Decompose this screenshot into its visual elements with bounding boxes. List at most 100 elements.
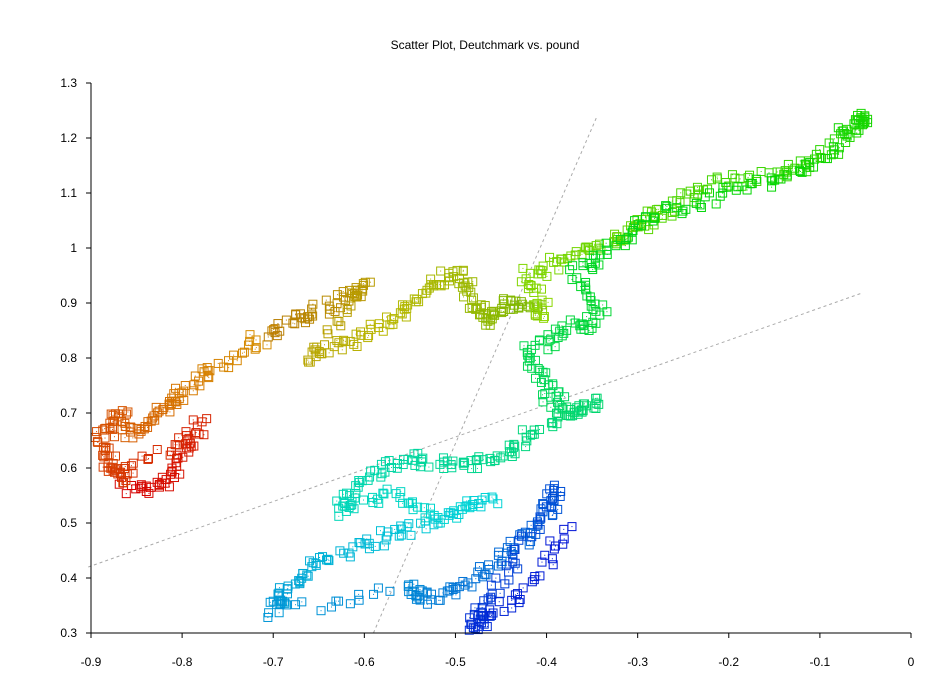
point-center bbox=[632, 230, 634, 232]
data-point bbox=[449, 272, 459, 282]
data-point bbox=[698, 185, 708, 195]
point-center bbox=[301, 601, 303, 603]
data-point bbox=[478, 572, 488, 582]
data-point bbox=[529, 300, 539, 310]
data-point bbox=[397, 300, 407, 310]
point-marker bbox=[336, 321, 346, 331]
point-center bbox=[184, 385, 186, 387]
data-point bbox=[295, 579, 305, 589]
point-center bbox=[425, 528, 427, 530]
data-point bbox=[548, 510, 558, 520]
data-point bbox=[510, 558, 520, 568]
data-point bbox=[113, 464, 123, 474]
data-point bbox=[374, 498, 384, 508]
point-center bbox=[542, 401, 544, 403]
data-point bbox=[672, 203, 682, 213]
point-center bbox=[770, 177, 772, 179]
point-center bbox=[207, 370, 209, 372]
data-point bbox=[464, 283, 474, 293]
data-point bbox=[509, 545, 519, 555]
point-marker bbox=[550, 541, 560, 551]
data-point bbox=[413, 448, 423, 458]
point-center bbox=[349, 603, 351, 605]
point-center bbox=[787, 163, 789, 165]
data-point bbox=[553, 333, 563, 343]
point-center bbox=[519, 599, 521, 601]
data-point bbox=[546, 501, 556, 511]
point-marker bbox=[462, 496, 472, 506]
data-point bbox=[224, 363, 234, 373]
point-center bbox=[366, 538, 368, 540]
point-center bbox=[368, 335, 370, 337]
point-center bbox=[619, 238, 621, 240]
point-marker bbox=[136, 483, 146, 493]
point-center bbox=[577, 413, 579, 415]
point-center bbox=[594, 303, 596, 305]
point-marker bbox=[202, 363, 212, 373]
point-center bbox=[249, 334, 251, 336]
point-center bbox=[586, 405, 588, 407]
point-marker bbox=[245, 336, 255, 346]
point-marker bbox=[507, 595, 517, 605]
point-center bbox=[497, 565, 499, 567]
point-center bbox=[480, 611, 482, 613]
data-point bbox=[795, 166, 805, 176]
data-point bbox=[264, 608, 274, 618]
point-marker bbox=[519, 341, 529, 351]
point-marker bbox=[515, 595, 525, 605]
point-marker bbox=[108, 410, 118, 420]
point-center bbox=[527, 354, 529, 356]
point-center bbox=[112, 420, 114, 422]
point-center bbox=[467, 281, 469, 283]
point-center bbox=[563, 332, 565, 334]
point-marker bbox=[565, 265, 575, 275]
data-point bbox=[676, 188, 686, 198]
point-center bbox=[112, 428, 114, 430]
point-marker bbox=[530, 340, 540, 350]
point-center bbox=[533, 304, 535, 306]
point-center bbox=[704, 196, 706, 198]
point-marker bbox=[421, 524, 431, 534]
point-center bbox=[832, 146, 834, 148]
point-center bbox=[462, 461, 464, 463]
data-point bbox=[731, 185, 741, 195]
data-point bbox=[518, 583, 528, 593]
point-center bbox=[278, 612, 280, 614]
point-marker bbox=[504, 567, 514, 577]
point-marker bbox=[833, 123, 843, 133]
point-center bbox=[339, 550, 341, 552]
point-marker bbox=[122, 469, 132, 479]
point-center bbox=[530, 541, 532, 543]
point-center bbox=[473, 500, 475, 502]
point-center bbox=[471, 299, 473, 301]
point-center bbox=[158, 410, 160, 412]
point-marker bbox=[543, 297, 553, 307]
point-marker bbox=[544, 336, 554, 346]
point-center bbox=[534, 304, 536, 306]
point-center bbox=[342, 291, 344, 293]
point-center bbox=[543, 317, 545, 319]
point-marker bbox=[523, 301, 533, 311]
data-point bbox=[392, 463, 402, 473]
point-center bbox=[534, 313, 536, 315]
y-tick-label: 0.9 bbox=[60, 296, 77, 310]
point-center bbox=[277, 323, 279, 325]
point-center bbox=[249, 340, 251, 342]
point-center bbox=[747, 177, 749, 179]
point-center bbox=[171, 397, 173, 399]
data-point bbox=[282, 600, 292, 610]
point-marker bbox=[476, 502, 486, 512]
point-center bbox=[377, 587, 379, 589]
point-marker bbox=[245, 330, 255, 340]
data-point bbox=[507, 452, 517, 462]
point-marker bbox=[532, 519, 542, 529]
point-center bbox=[408, 523, 410, 525]
point-center bbox=[533, 429, 535, 431]
point-marker bbox=[413, 448, 423, 458]
point-center bbox=[452, 586, 454, 588]
data-point bbox=[466, 619, 476, 629]
data-point bbox=[345, 285, 355, 295]
point-marker bbox=[484, 564, 494, 574]
point-marker bbox=[153, 408, 163, 418]
point-marker bbox=[526, 520, 536, 530]
